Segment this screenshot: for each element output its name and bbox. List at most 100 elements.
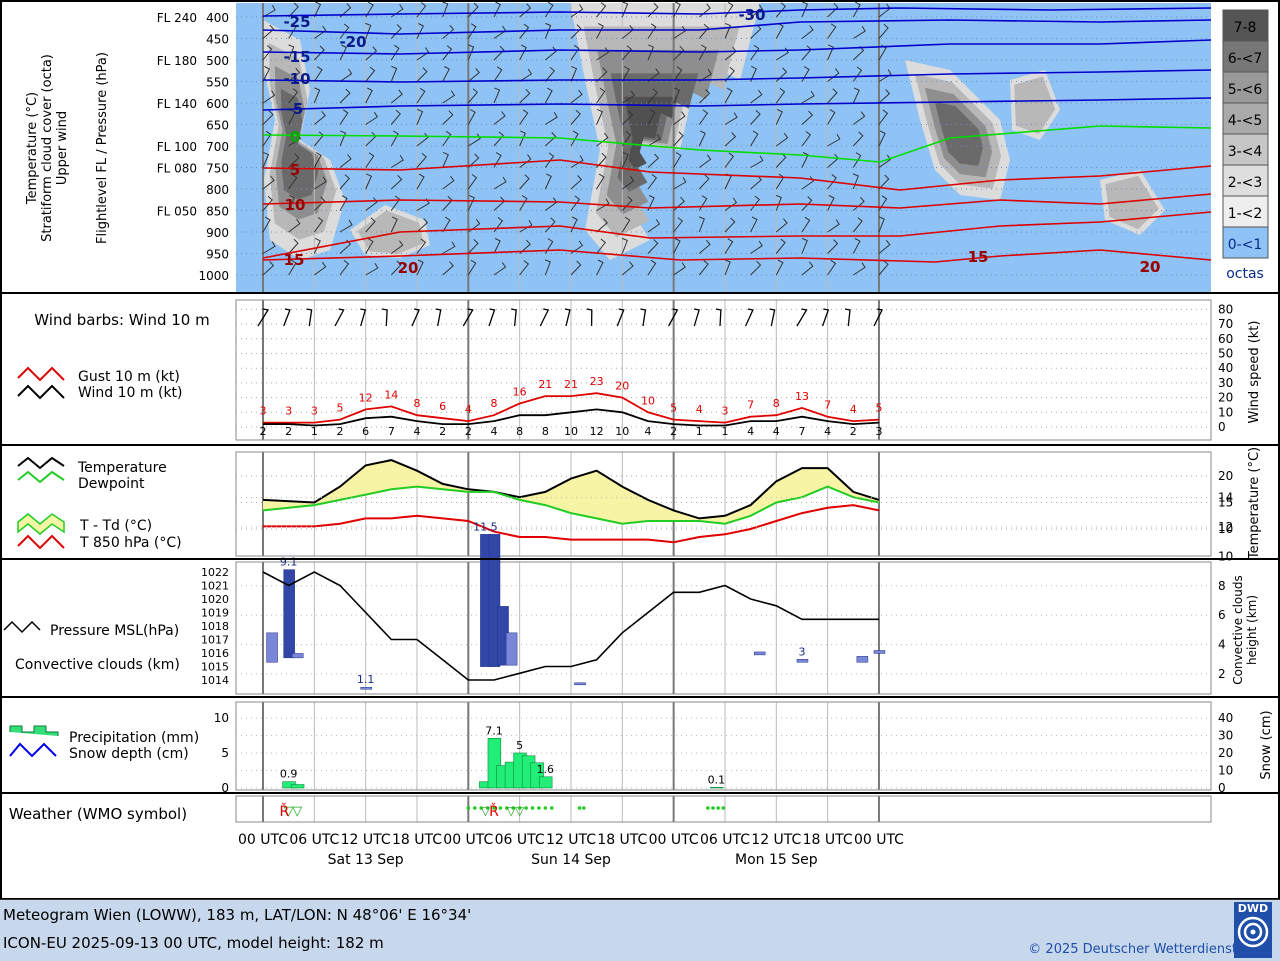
snow-depth-tick: 40 xyxy=(1218,711,1233,725)
upper-wind-barb xyxy=(673,66,683,82)
upper-wind-barb xyxy=(724,132,737,147)
time-tick-label: 18 UTC xyxy=(597,832,647,848)
cloud-area xyxy=(280,88,319,200)
upper-wind-barb xyxy=(570,175,583,190)
upper-wind-barb xyxy=(339,3,352,18)
upper-wind-barb xyxy=(544,66,556,82)
upper-wind-barb xyxy=(519,174,530,190)
upper-wind-barb xyxy=(339,109,349,125)
time-tick-label: 06 UTC xyxy=(495,832,545,848)
upper-wind-barb xyxy=(673,45,685,61)
upper-wind-barb xyxy=(750,89,763,104)
upper-wind-barb xyxy=(288,23,297,39)
upper-wind-barb xyxy=(724,238,734,254)
convective-cloud-bar xyxy=(873,650,886,654)
upper-wind-barb xyxy=(390,130,399,147)
upper-wind-barb xyxy=(365,46,378,61)
wind-speed-tick: 60 xyxy=(1218,332,1233,346)
wind-value-label: 8 xyxy=(516,425,523,438)
upper-wind-barb xyxy=(288,67,301,82)
upper-wind-barb xyxy=(621,237,628,254)
cloud-legend-label: 2-<3 xyxy=(1228,175,1263,191)
upper-wind-barb xyxy=(596,67,608,82)
upper-wind-barb xyxy=(647,239,659,254)
upper-wind-barb xyxy=(313,152,322,168)
upper-wind-barb xyxy=(852,238,861,254)
upper-wind-barb xyxy=(467,153,480,168)
cloud-area xyxy=(1014,76,1056,134)
upper-wind-barb xyxy=(467,67,480,82)
upper-wind-barb xyxy=(801,152,809,168)
convective-cloud-bar xyxy=(796,659,809,663)
wmo-rain-dot xyxy=(492,806,496,810)
pressure-tick: 1022 xyxy=(201,566,229,579)
upper-wind-barb xyxy=(647,23,657,39)
upper-wind-barb xyxy=(442,45,453,61)
convective-cloud-bar xyxy=(753,651,766,656)
upper-wind-barb xyxy=(442,90,456,104)
convective-cloud-bar xyxy=(291,653,304,659)
upper-wind-barb xyxy=(493,45,505,61)
panel-frame xyxy=(235,299,1212,441)
pressure-level-label: 650 xyxy=(206,119,229,133)
upper-wind-barb xyxy=(724,152,735,168)
pressure-tick: 1021 xyxy=(201,580,229,593)
isotherm-label: -20 xyxy=(339,33,366,51)
wind-legend-line xyxy=(17,384,65,400)
upper-wind-barb xyxy=(390,195,401,211)
isotherm-label: 20 xyxy=(398,259,419,277)
convective-cloud-bar xyxy=(360,686,372,690)
gust-value-label: 5 xyxy=(875,402,882,415)
pressure-grid xyxy=(235,497,1212,695)
upper-wind-barb xyxy=(801,1,809,18)
upper-wind-barb xyxy=(827,239,839,254)
upper-wind-barb xyxy=(647,44,655,61)
upper-wind-barb xyxy=(827,174,837,190)
upper-wind-barb xyxy=(596,108,603,125)
upper-wind-barb xyxy=(673,87,680,104)
pressure-tick: 1019 xyxy=(201,607,229,620)
upper-wind-barb xyxy=(262,261,275,276)
upper-wind-barb xyxy=(493,66,503,82)
wind-legend-label: Wind 10 m (kt) xyxy=(78,385,183,401)
gust-value-label: 21 xyxy=(538,378,552,391)
upper-wind-barb xyxy=(647,68,660,82)
convective-cloud-bar xyxy=(488,534,501,667)
upper-wind-barb xyxy=(853,26,866,39)
gust-value-label: 8 xyxy=(413,397,420,410)
gust-value-label: 16 xyxy=(513,385,527,398)
day-label: Mon 15 Sep xyxy=(735,852,818,868)
upper-wind-barb xyxy=(519,239,531,254)
gust-value-label: 6 xyxy=(439,400,446,413)
precipitation-label: 7.1 xyxy=(485,724,503,737)
wind-value-label: 8 xyxy=(542,425,549,438)
convective-height-tick: 6 xyxy=(1218,608,1226,622)
upper-wind-barb xyxy=(442,24,455,39)
upper-wind-barb xyxy=(775,259,784,276)
cloud-legend-label: 6-<7 xyxy=(1228,51,1263,67)
upper-wind-barb xyxy=(801,237,808,254)
flight-level-label: FL 240 xyxy=(157,11,197,25)
upper-wind-barb xyxy=(570,24,582,39)
upper-wind-barb xyxy=(339,174,350,190)
gust-value-label: 10 xyxy=(641,394,655,407)
upper-wind-barb xyxy=(365,173,373,190)
upper-wind-barb xyxy=(442,151,449,168)
wind-value-label: 2 xyxy=(670,425,677,438)
surface-wind-barb xyxy=(257,308,270,327)
upper-wind-barb xyxy=(750,130,759,147)
surface-wind-barb xyxy=(360,308,367,327)
surface-wind-barb xyxy=(640,308,647,327)
upper-wind-barb xyxy=(467,194,475,211)
upper-wind-barb xyxy=(775,23,784,39)
wmo-rain-dot xyxy=(511,806,516,810)
upper-wind-barb xyxy=(621,45,633,61)
day-label: Sun 14 Sep xyxy=(531,852,611,868)
temperature-axis-title: Temperature (°C) xyxy=(1247,447,1262,560)
precipitation-label: 0.1 xyxy=(708,773,726,786)
upper-wind-barb xyxy=(776,132,789,147)
wind-value-label: 4 xyxy=(824,425,831,438)
wmo-rain-dot xyxy=(716,806,720,810)
